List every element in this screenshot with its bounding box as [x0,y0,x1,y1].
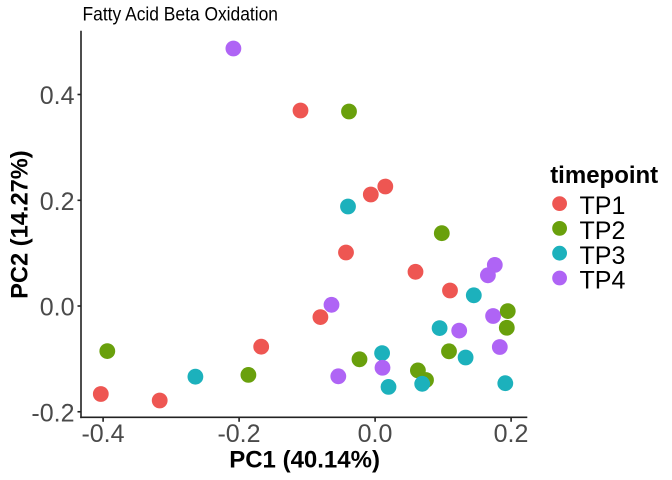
svg-text:-0.2: -0.2 [217,420,260,448]
svg-text:PC1 (40.14%): PC1 (40.14%) [229,447,380,474]
svg-text:timepoint: timepoint [550,162,658,189]
svg-text:-0.4: -0.4 [81,420,124,448]
svg-text:TP2: TP2 [580,217,626,245]
svg-text:PC2 (14.27%): PC2 (14.27%) [7,150,34,299]
svg-text:0.4: 0.4 [40,82,75,110]
svg-text:Fatty Acid Beta Oxidation: Fatty Acid Beta Oxidation [83,3,279,25]
svg-text:0.2: 0.2 [494,420,529,448]
svg-text:-0.2: -0.2 [31,399,74,427]
svg-text:0.2: 0.2 [40,188,75,216]
svg-text:0.0: 0.0 [358,420,393,448]
svg-text:0.0: 0.0 [40,294,75,322]
svg-text:TP1: TP1 [580,192,626,220]
svg-text:TP4: TP4 [580,267,626,295]
svg-text:TP3: TP3 [580,242,626,270]
